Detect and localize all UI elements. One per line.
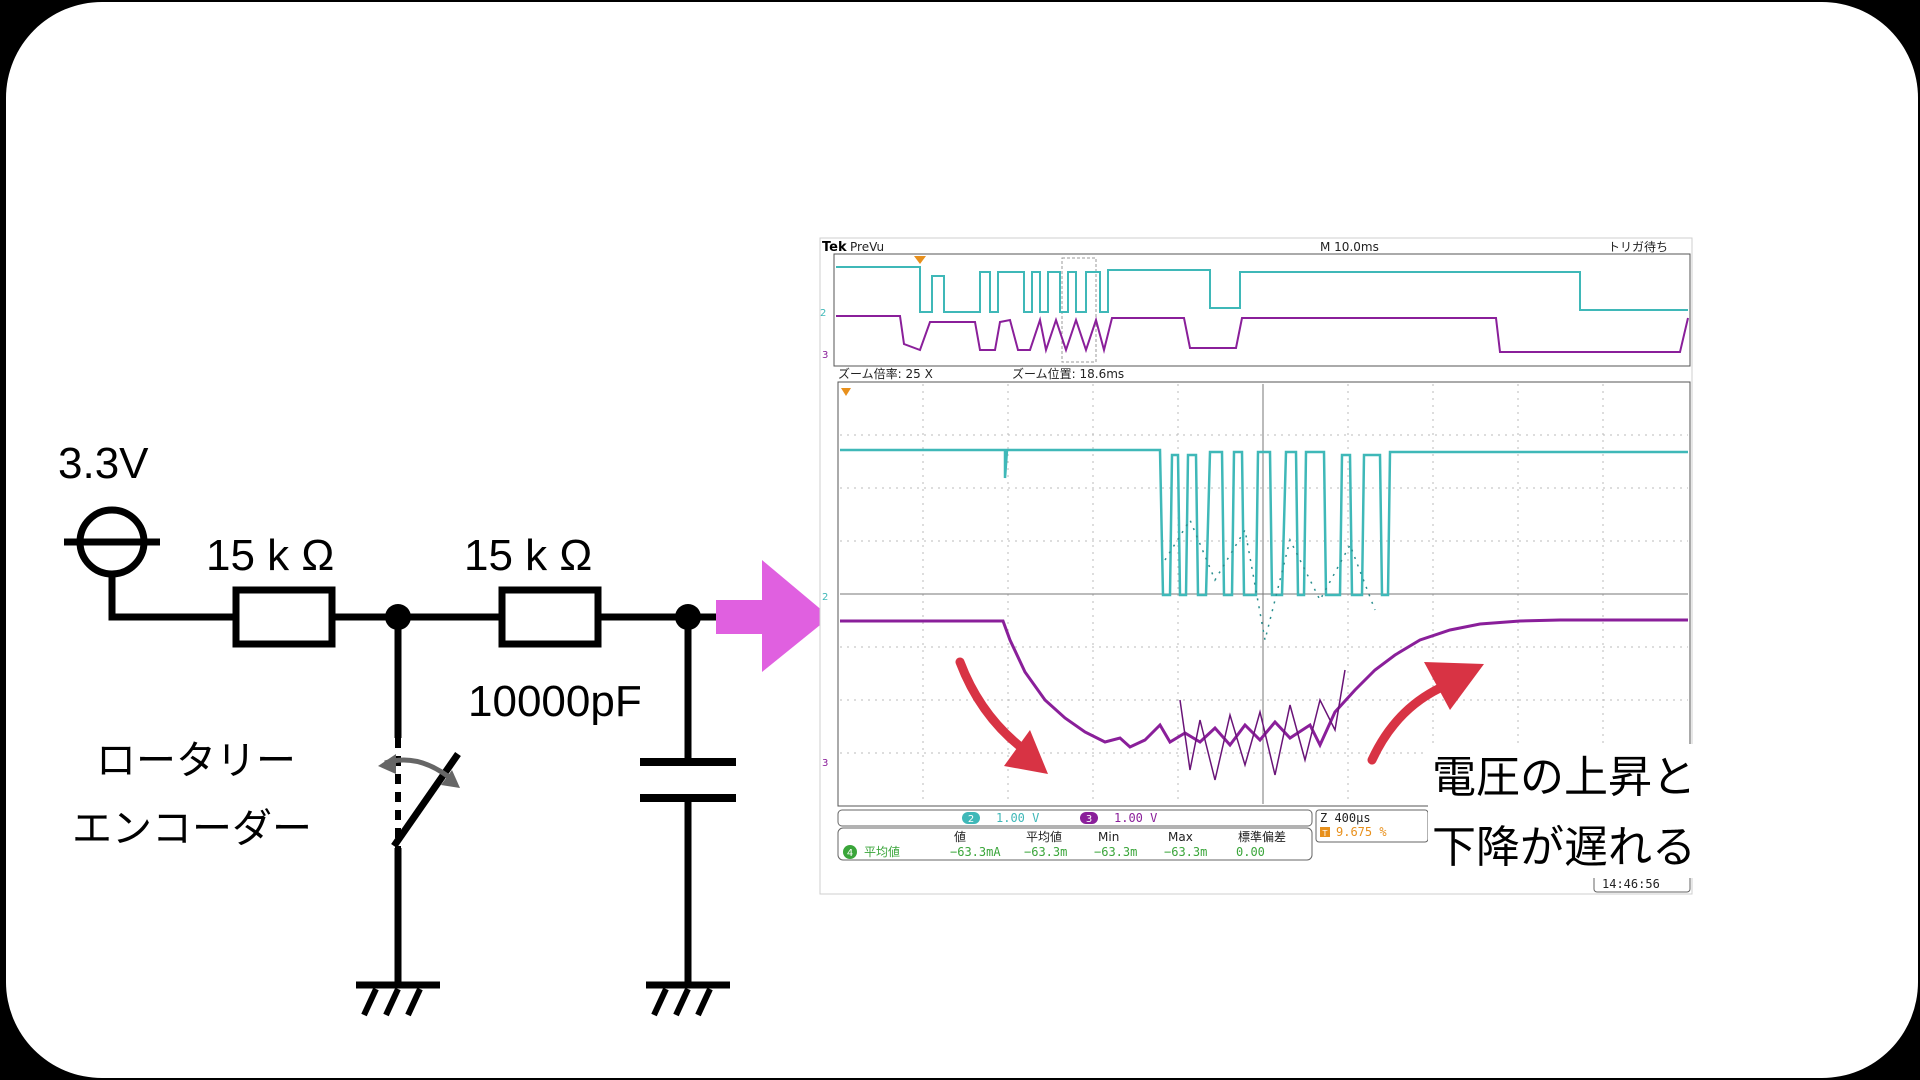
- svg-text:3: 3: [1086, 814, 1092, 825]
- zoom-position: ズーム位置: 18.6ms: [1012, 366, 1124, 381]
- ground-symbol-2: [646, 981, 730, 1017]
- scope-clock: 14:46:56: [1602, 877, 1660, 891]
- rotation-arrow-icon: [378, 754, 460, 788]
- resistor-1: [232, 586, 336, 648]
- zoom-factor: ズーム倍率: 25 X: [838, 366, 933, 381]
- svg-text:2: 2: [822, 592, 828, 603]
- annotation-line1: 電圧の上昇と: [1432, 752, 1696, 803]
- trigger-percent: 9.675 %: [1336, 825, 1387, 839]
- meas-name: 平均値: [864, 844, 900, 859]
- ch3-scale: 1.00 V: [1114, 811, 1157, 825]
- meas-header-max: Max: [1168, 830, 1193, 844]
- meas-header-value: 値: [954, 829, 966, 844]
- pointer-arrow-icon: [716, 560, 830, 672]
- svg-text:2: 2: [968, 814, 974, 825]
- junction-dot-1: [385, 604, 411, 630]
- svg-text:T: T: [1322, 829, 1328, 838]
- meas-header-stddev: 標準偏差: [1238, 829, 1286, 844]
- meas-stddev: 0.00: [1236, 845, 1265, 859]
- ch2-badge: [962, 812, 980, 824]
- overview-ch2-trace: [836, 266, 1688, 313]
- scope-timebase: M 10.0ms: [1320, 240, 1379, 254]
- meas-max: −63.3m: [1164, 845, 1207, 859]
- ground-symbol-1: [356, 981, 440, 1017]
- zoom-window: [1061, 257, 1097, 363]
- encoder-switch-lever: [391, 752, 461, 848]
- annotation-backdrop: [1428, 744, 1726, 878]
- meas-header-mean: 平均値: [1026, 829, 1062, 844]
- annotation-line2: 下降が遅れる: [1432, 822, 1696, 873]
- zoom-time: Z 400µs: [1320, 811, 1371, 825]
- overview-strip: [833, 253, 1691, 367]
- ch3-badge: [1080, 812, 1098, 824]
- supply-label: 3.3V: [58, 439, 149, 488]
- circuit-diagram: [64, 506, 736, 1017]
- junction-dot-2: [675, 604, 701, 630]
- main-ch3-trace: [840, 618, 1688, 749]
- measurement-box: [837, 827, 1313, 861]
- overview-trigger-marker: [914, 256, 926, 264]
- overview-ch3-trace: [836, 315, 1689, 354]
- meas-min: −63.3m: [1094, 845, 1137, 859]
- svg-text:2: 2: [820, 308, 826, 319]
- ch2-scale: 1.00 V: [996, 811, 1039, 825]
- main-ch2-trace: [840, 448, 1688, 597]
- rise-arrow-icon: [1367, 662, 1484, 765]
- svg-text:3: 3: [822, 350, 828, 361]
- main-trigger-marker: [841, 388, 851, 396]
- scope-brand: Tek: [822, 240, 847, 255]
- resistor1-label: 15 k Ω: [206, 531, 334, 580]
- meas-value: −63.3mA: [950, 845, 1001, 859]
- channel-scale-bar: [837, 809, 1313, 827]
- oscilloscope-screenshot: Tek PreVu M 10.0ms トリガ待ち 2 3 ズーム倍率: 25 X…: [819, 237, 1693, 895]
- fall-arrow-icon: [955, 657, 1048, 774]
- svg-text:4: 4: [847, 848, 853, 859]
- scope-mode: PreVu: [850, 240, 884, 254]
- encoder-label-line2: エンコーダー: [72, 806, 312, 852]
- meas-header-min: Min: [1098, 830, 1119, 844]
- capacitor-label: 10000pF: [468, 677, 642, 726]
- meas-mean: −63.3m: [1024, 845, 1067, 859]
- encoder-label-line1: ロータリー: [96, 738, 296, 784]
- meas-channel-badge: [843, 845, 857, 859]
- svg-text:3: 3: [822, 758, 828, 769]
- scope-trigger-status: トリガ待ち: [1608, 240, 1668, 254]
- resistor2-label: 15 k Ω: [464, 531, 592, 580]
- resistor-2: [498, 586, 602, 648]
